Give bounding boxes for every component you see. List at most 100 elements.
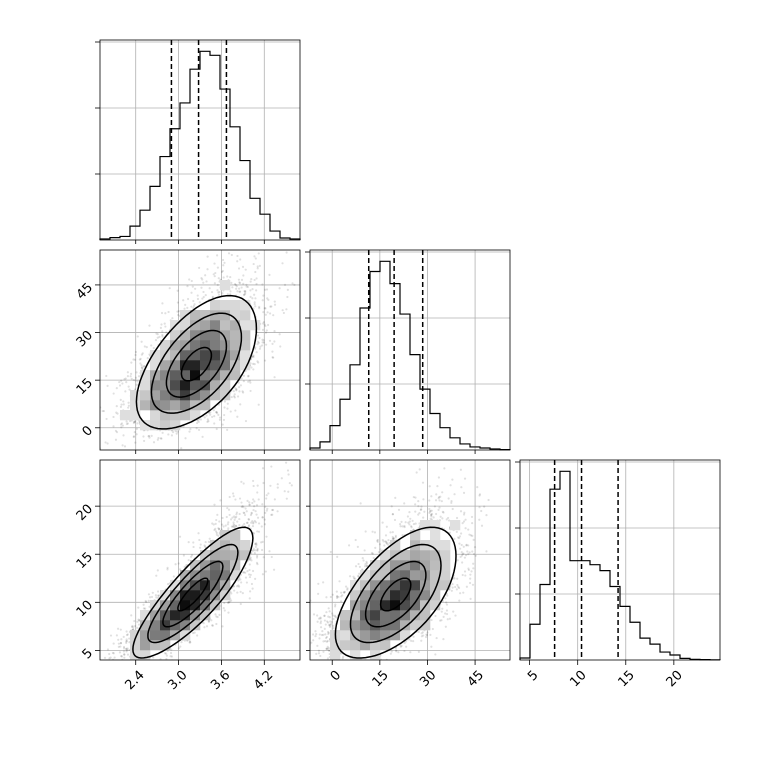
scatter-point <box>213 503 216 506</box>
scatter-point <box>186 306 189 309</box>
scatter-point <box>134 376 138 379</box>
density-cell <box>170 420 181 431</box>
scatter-point <box>235 232 237 234</box>
scatter-point <box>102 409 106 413</box>
scatter-point <box>176 289 179 292</box>
density-cell <box>200 360 211 371</box>
scatter-point <box>285 308 288 311</box>
scatter-point <box>238 385 241 389</box>
scatter-point <box>139 362 142 365</box>
density-cell <box>220 360 231 371</box>
scatter-point <box>192 299 195 303</box>
scatter-point <box>190 291 193 294</box>
scatter-point <box>249 590 252 593</box>
scatter-point <box>135 383 138 386</box>
scatter-point <box>130 377 133 380</box>
scatter-point <box>273 300 276 303</box>
scatter-point <box>258 307 261 310</box>
scatter-point <box>263 288 267 291</box>
histogram-panel-1 <box>305 249 511 451</box>
scatter-point <box>213 422 216 425</box>
panel-frame <box>99 39 301 241</box>
scatter-point <box>130 372 133 375</box>
panel-frame <box>309 249 511 451</box>
scatter-point <box>231 492 235 495</box>
scatter-point <box>252 355 255 359</box>
scatter-point <box>244 291 247 294</box>
density-cell <box>230 300 241 311</box>
scatter-point <box>262 322 265 325</box>
scatter-point <box>254 305 257 308</box>
scatter-point <box>214 522 217 525</box>
scatter-point <box>245 283 248 286</box>
scatter-point <box>257 403 260 406</box>
scatter-point <box>250 221 252 223</box>
density-cell <box>140 390 151 401</box>
scatter-point <box>268 273 271 277</box>
scatter-point <box>262 294 265 297</box>
scatter-point <box>286 288 289 292</box>
scatter-point <box>250 366 253 369</box>
scatter-point <box>160 437 163 440</box>
scatter-point <box>179 645 182 648</box>
scatter-point <box>221 516 224 520</box>
scatter-point <box>252 368 255 371</box>
scatter-point <box>192 304 195 308</box>
scatter-point <box>164 325 167 328</box>
scatter-point <box>212 273 215 276</box>
scatter-point <box>205 414 208 417</box>
scatter-point <box>134 379 137 382</box>
density-grid <box>120 280 261 431</box>
scatter-point <box>233 396 236 399</box>
scatter-point <box>238 523 241 527</box>
scatter-point <box>115 387 118 390</box>
density-cell <box>240 360 251 371</box>
scatter-point <box>124 377 127 380</box>
scatter-point <box>140 353 143 356</box>
scatter-point <box>160 311 164 315</box>
density-cell <box>230 340 241 351</box>
scatter-point <box>237 381 240 384</box>
scatter-point <box>253 293 256 296</box>
scatter-point <box>221 258 225 262</box>
scatter-point <box>236 290 239 293</box>
density-cell <box>150 360 161 371</box>
scatter-point <box>184 437 187 440</box>
density-cell <box>210 320 221 331</box>
scatter-point <box>152 441 156 444</box>
scatter-point <box>186 285 189 288</box>
scatter-point <box>206 418 209 421</box>
density-cell <box>210 360 221 371</box>
scatter-point <box>242 482 245 485</box>
scatter-point <box>133 420 136 424</box>
scatter-point <box>218 613 221 617</box>
scatter-point <box>254 257 257 260</box>
scatter-point <box>206 420 209 423</box>
scatter-point <box>281 309 284 312</box>
scatter-point <box>202 281 205 284</box>
scatter-point <box>126 422 130 425</box>
density-cell <box>170 400 181 411</box>
scatter-point <box>246 285 249 289</box>
scatter-point <box>273 330 276 333</box>
scatter-point <box>251 355 254 358</box>
scatter-point <box>243 290 246 293</box>
scatter-point <box>205 280 208 283</box>
scatter-point <box>156 438 159 441</box>
density-cell <box>220 340 231 351</box>
scatter-point <box>158 335 161 338</box>
scatter-point <box>267 298 270 301</box>
scatter-point <box>256 343 259 346</box>
scatter-point <box>148 324 151 327</box>
scatter-point <box>293 283 296 286</box>
scatter-point <box>240 286 243 289</box>
scatter-point <box>143 345 146 348</box>
scatter-point <box>152 346 155 350</box>
scatter-point <box>255 277 258 280</box>
scatter-point <box>251 587 254 590</box>
scatter-point <box>256 334 260 337</box>
scatter-point <box>251 297 254 300</box>
scatter-point <box>253 255 256 258</box>
scatter-point <box>125 381 128 384</box>
